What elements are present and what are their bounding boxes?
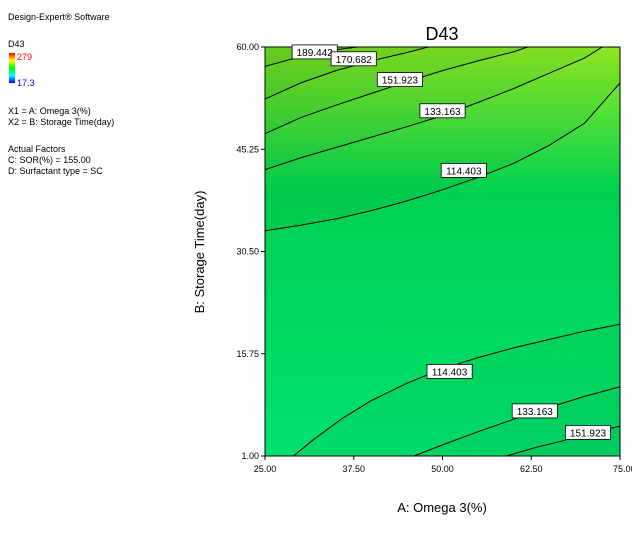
contour-band — [293, 324, 620, 456]
actual-factor-d: D: Surfactant type = SC — [8, 166, 103, 176]
x-tick-label: 25.00 — [254, 464, 277, 474]
software-title: Design-Expert® Software — [8, 12, 110, 22]
contour-band — [265, 47, 429, 99]
y-tick-label: 15.75 — [236, 349, 259, 359]
chart-title: D43 — [425, 24, 458, 44]
contour-band — [265, 47, 528, 134]
contour-label: 151.923 — [565, 424, 612, 440]
contour-level-label: 133.163 — [517, 407, 554, 418]
contour-label: 189.442 — [291, 44, 338, 60]
factor-x2: X2 = B: Storage Time(day) — [8, 117, 115, 127]
contour-label: 133.163 — [511, 403, 558, 419]
axis-ticks: 25.00 37.50 50.00 62.50 75.00 1.00 15.75 30.50 4… — [236, 42, 632, 474]
contour-level-label: 170.682 — [336, 55, 373, 66]
contour-label: 170.682 — [330, 51, 377, 67]
y-tick-label: 1.00 — [241, 451, 259, 461]
x-tick-label: 62.50 — [520, 464, 543, 474]
factor-x1: X1 = A: Omega 3(%) — [8, 106, 91, 116]
x-tick-label: 75.00 — [613, 464, 632, 474]
actual-factor-c: C: SOR(%) = 155.00 — [8, 155, 91, 165]
legend-low: 17.3 — [17, 78, 35, 88]
y-tick-label: 45.25 — [236, 144, 259, 154]
contour-label: 114.403 — [440, 162, 487, 178]
contour-line — [413, 386, 620, 456]
contour-label: 151.923 — [376, 72, 423, 87]
y-tick-label: 60.00 — [236, 42, 259, 52]
legend-high: 279 — [17, 52, 33, 62]
contour-level-label: 151.923 — [570, 428, 607, 439]
contour-line — [265, 82, 620, 232]
contour-label: 114.403 — [426, 363, 473, 379]
contour-band — [265, 47, 620, 231]
contour-band — [265, 47, 358, 67]
contour-level-label: 151.923 — [382, 76, 419, 87]
contour-label: 133.163 — [419, 103, 466, 119]
contour-level-label: 114.403 — [432, 367, 468, 378]
contour-level-label: 133.163 — [424, 107, 461, 118]
x-tick-label: 37.50 — [342, 464, 365, 474]
actual-factors-heading: Actual Factors — [8, 144, 66, 154]
y-axis-label: B: Storage Time(day) — [192, 191, 207, 314]
x-tick-label: 50.00 — [431, 464, 454, 474]
color-scale-bar — [9, 53, 15, 83]
y-tick-label: 30.50 — [236, 247, 259, 257]
x-axis-label: A: Omega 3(%) — [397, 500, 487, 515]
contour-level-label: 189.442 — [297, 48, 334, 59]
legend-name: D43 — [8, 39, 25, 49]
contour-level-label: 114.403 — [446, 166, 482, 177]
